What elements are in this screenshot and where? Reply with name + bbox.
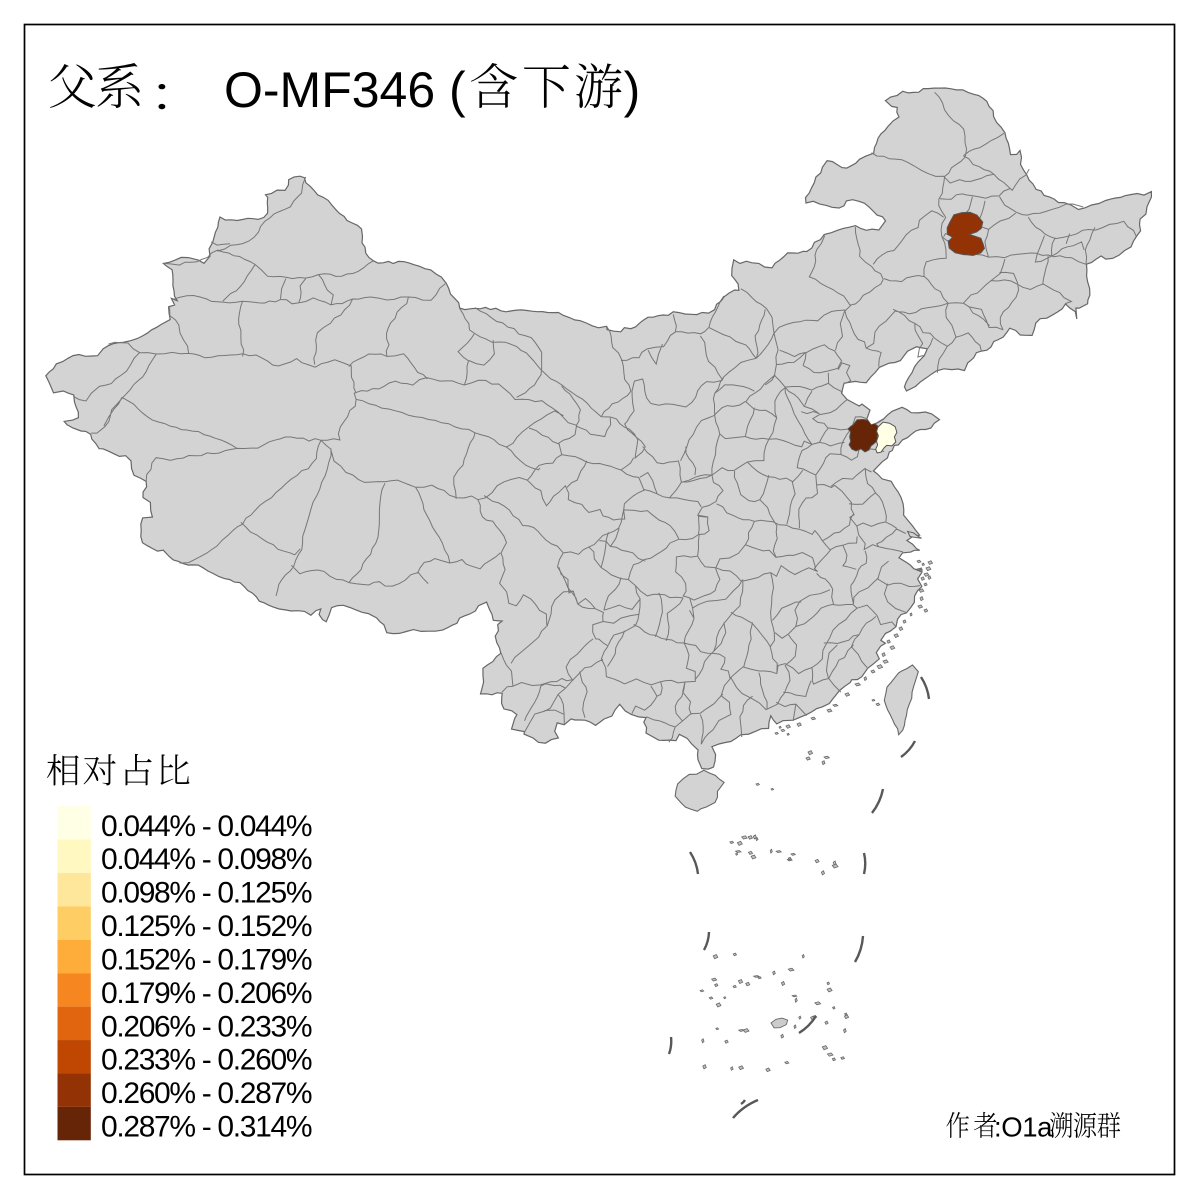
svg-text:): ) [624, 62, 641, 118]
svg-text::O1a: :O1a [994, 1112, 1053, 1143]
svg-text:0.233% - 0.260%: 0.233% - 0.260% [101, 1044, 313, 1077]
svg-text:0.098% - 0.125%: 0.098% - 0.125% [101, 877, 313, 910]
svg-text:0.152% - 0.179%: 0.152% - 0.179% [101, 943, 313, 976]
svg-text:0.044% - 0.098%: 0.044% - 0.098% [101, 843, 313, 876]
svg-text:0.179% - 0.206%: 0.179% - 0.206% [101, 977, 313, 1010]
svg-text:0.125% - 0.152%: 0.125% - 0.152% [101, 910, 313, 943]
svg-text:0.206% - 0.233%: 0.206% - 0.233% [101, 1010, 313, 1043]
svg-text:0.260% - 0.287%: 0.260% - 0.287% [101, 1077, 313, 1110]
svg-text:O-MF346 (: O-MF346 ( [224, 62, 466, 118]
svg-text:0.287% - 0.314%: 0.287% - 0.314% [101, 1111, 313, 1144]
svg-text:0.044% - 0.044%: 0.044% - 0.044% [101, 810, 313, 843]
